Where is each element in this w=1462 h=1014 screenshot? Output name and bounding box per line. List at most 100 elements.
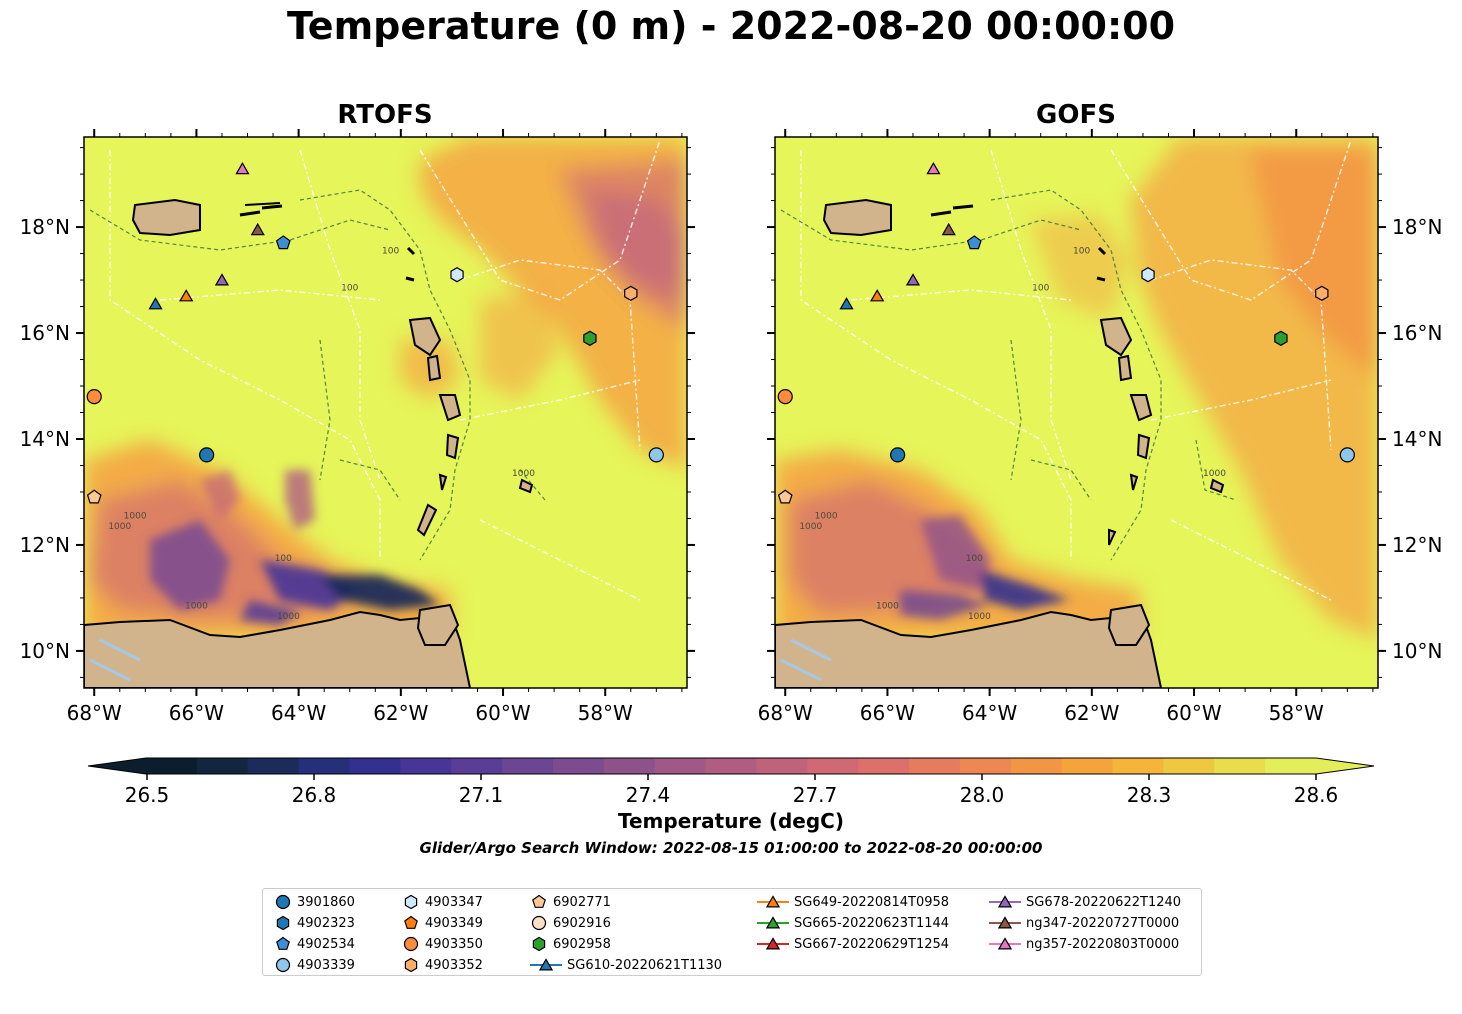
colorbar-tick-label: 27.1 [459,783,504,807]
contour-label: 100 [382,247,399,257]
colorbar-band [1163,758,1215,774]
colorbar-tick-label: 26.8 [292,783,337,807]
y-tick-label: 16°N [1392,321,1442,345]
colorbar-band [1061,758,1114,774]
colorbar-band [196,758,249,774]
circle-marker-icon [275,957,291,973]
marker-SG610-20220621T1130 [148,297,163,310]
triangle-line-icon [757,937,789,950]
colorbar-band [909,758,961,774]
marker-3901860 [199,447,215,463]
colorbar-band [756,758,808,774]
y-tick-label: 16°N [20,321,70,345]
colorbar-extend-low [88,758,146,774]
circle-marker-icon [403,936,419,952]
colorbar-band [552,758,605,774]
triangle-marker-icon [765,937,781,950]
pentagon-marker-icon [276,936,290,950]
pentagon-marker-icon [404,915,418,929]
marker-4903352 [624,285,638,301]
legend-entry: 4903352 [401,956,483,974]
x-tick-label: 62°W [373,701,428,725]
marker-4903347 [1141,267,1155,283]
colorbar-tick-label: 26.5 [125,783,170,807]
search-window-text: Glider/Argo Search Window: 2022-08-15 01… [419,839,1043,857]
x-tick-label: 58°W [1269,701,1324,725]
marker-6902958 [583,330,597,346]
legend-label: 3901860 [297,894,355,910]
legend-entry: SG667-20220629T1254 [756,935,949,953]
legend-entry: ng347-20220727T0000 [988,914,1179,932]
circle-marker-icon [531,915,547,931]
legend-label: SG610-20220621T1130 [567,957,723,973]
legend-entry: 6902916 [529,914,611,932]
triangle-line-icon [989,895,1021,908]
circle-marker-icon [275,894,291,910]
markers-rtofs [86,161,664,504]
marker-4903339 [648,447,664,463]
hexagon-marker-icon [532,936,546,952]
axis-ticks-rtofs: 68°W 66°W 64°W 62°W 60°W 58°W 10°N 12°N 14°N 16°N… [20,129,695,725]
legend-label: SG649-20220814T0958 [794,894,950,910]
y-tick-label: 10°N [20,639,70,663]
contour-label: 1000 [815,511,838,521]
legend-label: ng347-20220727T0000 [1026,915,1180,931]
marker-SG610-20220621T1130 [839,297,854,310]
y-tick-label: 12°N [1392,533,1442,557]
colorbar-band [858,758,910,774]
legend: 3901860 4902323 4902534 4903339 4903347 49033… [262,888,1202,976]
colorbar-band [1214,758,1266,774]
legend-label: SG665-20220623T1144 [794,915,950,931]
x-tick-label: 64°W [962,701,1017,725]
triangle-marker-icon [997,895,1013,908]
map-panel-rtofs: 68°W 66°W 64°W 62°W 60°W 58°W 10°N 12°N 14°N 16°N… [20,129,695,725]
marker-4902534 [966,235,982,250]
colorbar-tick-label: 27.4 [626,783,671,807]
marker-4903352 [1315,285,1329,301]
y-tick-label: 12°N [20,533,70,557]
triangle-marker-icon [765,916,781,929]
triangle-line-icon [757,895,789,908]
triangle-line-icon [757,916,789,929]
x-tick-label: 58°W [578,701,633,725]
triangle-marker-icon [997,916,1013,929]
legend-label: 4903339 [297,957,355,973]
hexagon-marker-icon [276,915,290,931]
contour-label: 1000 [108,522,131,532]
legend-entry: SG610-20220621T1130 [529,956,722,974]
colorbar-band [1010,758,1063,774]
marker-SG678-20220622T1240 [905,273,921,286]
x-tick-label: 60°W [475,701,530,725]
legend-entry: SG678-20220622T1240 [988,893,1181,911]
contour-label: 1000 [124,511,147,521]
marker-ng357-20220803T0000 [926,161,941,175]
colorbar-band [502,758,554,774]
contour-label: 1000 [799,522,822,532]
contour-label: 1000 [277,612,300,622]
legend-label: 4902534 [297,936,355,952]
colorbar-band [298,758,351,774]
contour-label: 1000 [1203,469,1226,479]
contour-label: 1000 [876,602,899,612]
legend-entry: SG665-20220623T1144 [756,914,949,932]
colorbar-extend-high [1316,758,1374,774]
circle-marker-icon [403,936,419,952]
circle-marker-icon [275,894,291,910]
circle-marker-icon [531,915,547,931]
marker-SG649-20220814T0958 [179,289,194,302]
marker-ng357-20220803T0000 [235,161,250,175]
colorbar: 26.5 26.8 27.1 27.4 27.7 28.0 28.3 28.6 [87,757,1375,807]
legend-label: SG667-20220629T1254 [794,936,950,952]
map-panel-gofs: 68°W 66°W 64°W 62°W 60°W 58°W 10°N 12°N 14°N 16°N… [758,129,1442,725]
colorbar-tick-label: 27.7 [793,783,838,807]
contour-label: 100 [341,284,358,294]
x-tick-label: 62°W [1064,701,1119,725]
pentagon-marker-icon [532,894,546,908]
legend-entry: 4903349 [401,914,483,932]
marker-ng347-20220727T0000 [941,222,956,236]
marker-4903350 [777,389,793,405]
panel-title-gofs: GOFS [1036,100,1116,130]
legend-entry: 6902958 [529,935,611,953]
triangle-marker-icon [538,958,554,971]
